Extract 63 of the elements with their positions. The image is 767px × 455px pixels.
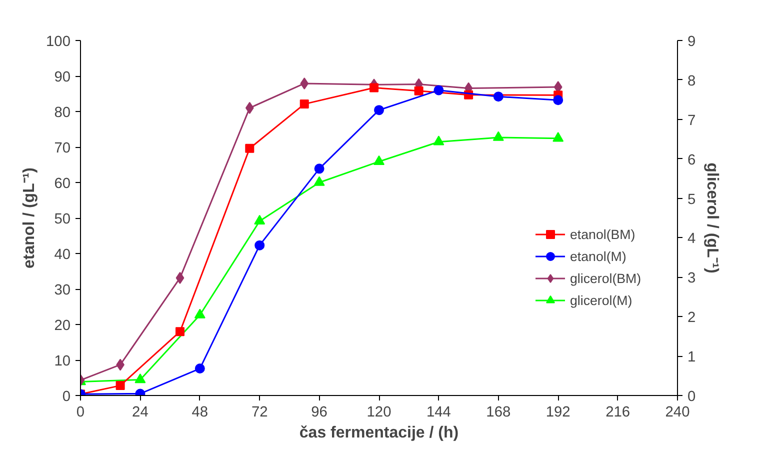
y-axis-title: etanol / (gL⁻¹) (21, 168, 38, 268)
legend-label: etanol(BM) (570, 226, 636, 242)
y-tick-label: 30 (54, 282, 71, 298)
point (176, 272, 184, 284)
x-tick-label: 120 (366, 404, 392, 420)
point (493, 92, 504, 102)
point (300, 100, 309, 109)
legend-label: etanol(M) (570, 248, 626, 264)
x-axis-title: čas fermentacije / (h) (299, 424, 459, 442)
x-tick-label: 192 (546, 404, 570, 420)
y-tick-label: 80 (54, 105, 71, 121)
y2-tick-label: 5 (688, 192, 696, 208)
point (300, 77, 309, 90)
point (194, 364, 205, 374)
x-tick-label: 48 (192, 404, 208, 420)
y2-axis-title: glicerol / (gL⁻¹) (704, 162, 721, 274)
x-tick-label: 0 (76, 404, 85, 420)
point (414, 86, 424, 96)
y-tick-label: 20 (54, 318, 71, 334)
point (553, 95, 564, 106)
point (116, 381, 125, 390)
y-tick-label: 10 (54, 354, 71, 370)
legend-label: glicerol(M) (570, 292, 632, 308)
y2-tick-label: 2 (688, 310, 696, 326)
point (314, 164, 324, 174)
point (492, 131, 504, 141)
point (245, 144, 254, 153)
x-tick-label: 240 (665, 404, 690, 420)
point (245, 102, 254, 114)
y2-tick-label: 8 (688, 73, 696, 90)
y-tick-label: 40 (54, 247, 71, 263)
point (134, 373, 146, 384)
legend-label: glicerol(BM) (570, 270, 642, 286)
x-tick-label: 216 (606, 404, 630, 420)
point (254, 240, 265, 250)
y2-tick-label: 9 (688, 34, 696, 50)
point (374, 155, 384, 165)
y-tick-label: 50 (54, 212, 71, 228)
point (434, 85, 444, 96)
point (254, 214, 266, 225)
y2-tick-label: 3 (688, 270, 696, 287)
x-tick-label: 96 (311, 404, 328, 420)
point (433, 136, 444, 146)
y2-tick-label: 6 (688, 152, 696, 168)
x-tick-label: 72 (251, 404, 268, 420)
point (374, 105, 384, 116)
y-tick-label: 0 (62, 389, 71, 405)
point (370, 83, 379, 92)
y2-tick-label: 7 (688, 112, 696, 129)
y-tick-label: 90 (54, 70, 71, 86)
point (176, 327, 184, 336)
point (314, 176, 325, 186)
y2-tick-label: 4 (688, 231, 696, 248)
y2-tick-label: 1 (688, 350, 696, 366)
y-tick-label: 60 (54, 176, 71, 192)
y-tick-label: 70 (54, 140, 71, 156)
y-tick-label: 100 (46, 34, 71, 50)
x-tick-label: 144 (426, 404, 451, 420)
y2-tick-label: 0 (688, 389, 696, 405)
x-tick-label: 24 (132, 404, 148, 420)
point (194, 308, 206, 318)
x-tick-label: 168 (486, 404, 511, 420)
point (552, 132, 564, 142)
